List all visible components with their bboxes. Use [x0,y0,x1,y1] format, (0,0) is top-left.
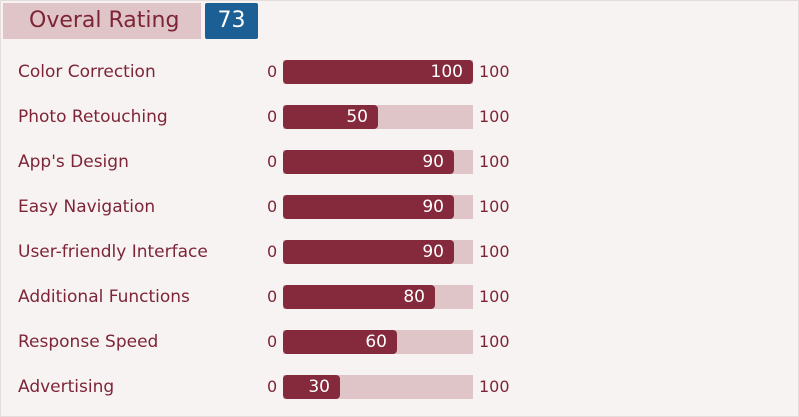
rating-score: 73 [205,3,258,39]
rating-value: 80 [403,287,425,307]
rating-title: Overal Rating [3,3,201,39]
rating-label: App's Design [18,152,129,172]
rating-min: 0 [267,107,278,126]
rating-min: 0 [267,332,278,351]
rating-bar: 80 [283,285,435,309]
rating-track: 30 [283,375,473,399]
rating-row: Response Speed 0 60 100 [1,329,798,355]
rating-row: Advertising 0 30 100 [1,374,798,400]
rating-track: 90 [283,195,473,219]
rating-row: Easy Navigation 0 90 100 [1,194,798,220]
rating-max: 100 [479,242,510,261]
rating-bar: 90 [283,195,454,219]
rating-label: Response Speed [18,332,159,352]
rating-label: Easy Navigation [18,197,156,217]
rating-row: App's Design 0 90 100 [1,149,798,175]
rating-min: 0 [267,62,278,81]
rating-max: 100 [479,332,510,351]
rating-value: 90 [422,242,444,262]
rating-bar: 30 [283,375,340,399]
rating-track: 50 [283,105,473,129]
rating-bar: 100 [283,60,473,84]
rating-value: 30 [308,377,330,397]
rating-row: Photo Retouching 0 50 100 [1,104,798,130]
rating-min: 0 [267,152,278,171]
rating-max: 100 [479,377,510,396]
rating-max: 100 [479,197,510,216]
rating-label: Color Correction [18,62,156,82]
rating-row: Additional Functions 0 80 100 [1,284,798,310]
rating-max: 100 [479,152,510,171]
rating-label: User-friendly Interface [18,242,208,262]
rating-max: 100 [479,107,510,126]
rating-min: 0 [267,287,278,306]
rating-track: 90 [283,150,473,174]
rating-track: 100 [283,60,473,84]
rating-value: 60 [365,332,387,352]
rating-bar: 90 [283,240,454,264]
rating-track: 80 [283,285,473,309]
rating-row: Color Correction 0 100 100 [1,59,798,85]
rating-track: 60 [283,330,473,354]
rating-bar: 50 [283,105,378,129]
rating-bar: 60 [283,330,397,354]
rating-max: 100 [479,62,510,81]
rating-min: 0 [267,377,278,396]
rating-label: Advertising [18,377,115,397]
rating-value: 90 [422,152,444,172]
rating-value: 90 [422,197,444,217]
rating-value: 100 [430,62,463,82]
rating-label: Additional Functions [18,287,190,307]
rating-min: 0 [267,197,278,216]
rating-track: 90 [283,240,473,264]
rating-bar: 90 [283,150,454,174]
rating-value: 50 [346,107,368,127]
rating-row: User-friendly Interface 0 90 100 [1,239,798,265]
rating-min: 0 [267,242,278,261]
rating-label: Photo Retouching [18,107,168,127]
rating-max: 100 [479,287,510,306]
